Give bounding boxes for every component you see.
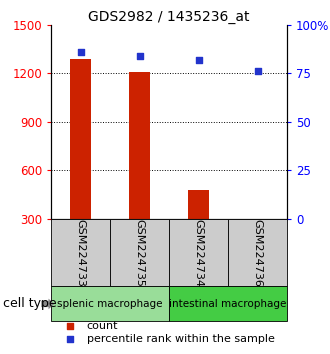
Bar bbox=[169, 286, 287, 321]
Text: GSM224733: GSM224733 bbox=[76, 219, 86, 286]
Bar bbox=[169, 219, 228, 286]
Text: intestinal macrophage: intestinal macrophage bbox=[169, 299, 287, 309]
Bar bbox=[110, 219, 169, 286]
Point bbox=[255, 68, 260, 74]
Point bbox=[196, 57, 201, 63]
Bar bbox=[228, 219, 287, 286]
Text: count: count bbox=[86, 321, 118, 331]
Text: percentile rank within the sample: percentile rank within the sample bbox=[86, 334, 275, 344]
Point bbox=[137, 53, 142, 59]
Bar bbox=[70, 59, 91, 219]
Text: GSM224736: GSM224736 bbox=[252, 219, 263, 286]
Text: cell type: cell type bbox=[3, 297, 57, 310]
Bar bbox=[247, 219, 268, 227]
Bar bbox=[188, 189, 209, 219]
Text: splenic macrophage: splenic macrophage bbox=[57, 299, 163, 309]
Bar bbox=[51, 286, 169, 321]
Title: GDS2982 / 1435236_at: GDS2982 / 1435236_at bbox=[88, 10, 250, 24]
Bar bbox=[129, 72, 150, 219]
Text: GSM224735: GSM224735 bbox=[135, 219, 145, 286]
Text: GSM224734: GSM224734 bbox=[194, 218, 204, 286]
Bar bbox=[51, 219, 110, 286]
Point bbox=[78, 49, 83, 55]
